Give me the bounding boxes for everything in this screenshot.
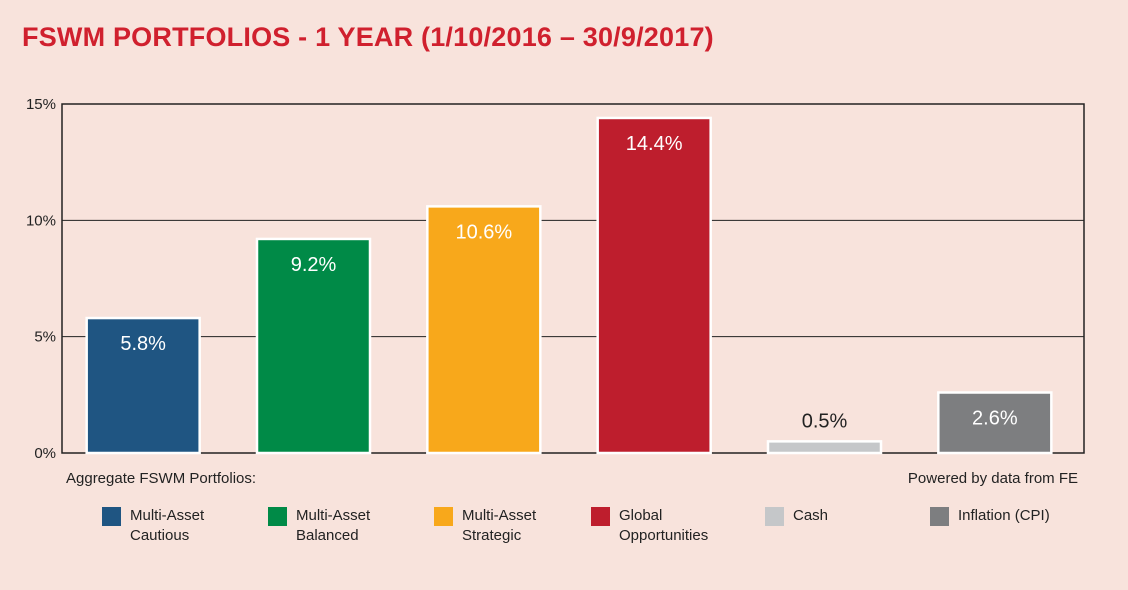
bar: [426, 205, 542, 455]
legend-swatch: [102, 507, 121, 526]
bar-value-label: 2.6%: [972, 408, 1018, 430]
y-tick-label: 15%: [26, 96, 56, 113]
legend-label-line: Multi-Asset: [130, 507, 205, 524]
legend-label-line: Cautious: [130, 527, 190, 544]
bar: [596, 116, 712, 455]
legend-label-line: Multi-Asset: [462, 507, 537, 524]
legend-item: Multi-Asset Strategic: [434, 506, 592, 546]
legend-label-line: Inflation (CPI): [958, 507, 1050, 524]
chart-title: FSWM PORTFOLIOS - 1 YEAR (1/10/2016 – 30…: [22, 22, 714, 52]
source-note: Powered by data from FE: [907, 470, 1078, 487]
y-tick-label: 10%: [26, 212, 56, 229]
legend-swatch: [765, 507, 784, 526]
legend-swatch: [930, 507, 949, 526]
bar-value-label: 0.5%: [802, 410, 848, 432]
bar-value-label: 10.6%: [455, 221, 512, 243]
legend-label-line: Global: [619, 507, 663, 524]
bar: [85, 316, 201, 455]
legend-label-line: Balanced: [296, 527, 359, 544]
legend-label: Multi-Asset Balanced: [296, 506, 426, 546]
legend-label-line: Cash: [793, 507, 829, 524]
legend-label-line: Multi-Asset: [296, 507, 371, 524]
bar: [766, 440, 883, 455]
legend-item: Multi-Asset Balanced: [268, 506, 426, 546]
legend-swatch: [591, 507, 610, 526]
bar-chart: 0% 5% 10% 15% 5.8% 9.2% 10.6% 14.4% 0.5% 2.6%: [26, 96, 1085, 462]
legend-label: Global Opportunities: [619, 506, 749, 546]
bar-value-label: 14.4%: [626, 133, 683, 155]
legend-item: Inflation (CPI): [930, 506, 1088, 526]
legend-swatch: [268, 507, 287, 526]
legend-label: Inflation (CPI): [958, 506, 1088, 526]
legend-label: Multi-Asset Cautious: [130, 506, 260, 546]
legend-label-line: Strategic: [462, 527, 522, 544]
legend: Multi-Asset Cautious Multi-Asset Balanced Mu…: [0, 506, 1128, 556]
legend-label: Multi-Asset Strategic: [462, 506, 592, 546]
y-tick-label: 5%: [34, 329, 56, 346]
legend-item: Global Opportunities: [591, 506, 749, 546]
legend-item: Cash: [765, 506, 923, 526]
legend-label-line: Opportunities: [619, 527, 709, 544]
bar-value-label: 9.2%: [291, 254, 337, 276]
plot-frame: [61, 103, 1085, 454]
bar: [255, 237, 372, 455]
legend-label: Cash: [793, 506, 923, 526]
aggregate-label: Aggregate FSWM Portfolios:: [66, 470, 257, 487]
legend-item: Multi-Asset Cautious: [102, 506, 260, 546]
bar-value-label: 5.8%: [120, 333, 166, 355]
legend-swatch: [434, 507, 453, 526]
y-tick-label: 0%: [34, 445, 56, 462]
bar: [937, 391, 1053, 455]
